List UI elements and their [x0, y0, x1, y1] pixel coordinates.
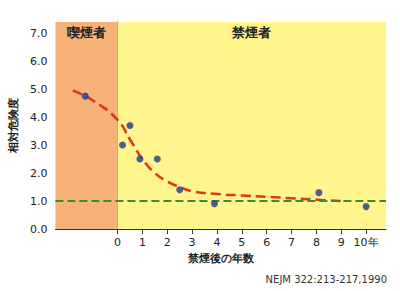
svg-text:相対危険度: 相対危険度 — [7, 98, 20, 154]
svg-text:4.0: 4.0 — [30, 111, 48, 124]
svg-text:禁煙後の年数: 禁煙後の年数 — [187, 252, 255, 265]
svg-text:0: 0 — [114, 236, 121, 249]
svg-text:2.0: 2.0 — [30, 167, 48, 180]
svg-text:2: 2 — [164, 236, 171, 249]
svg-text:4: 4 — [213, 236, 220, 249]
svg-text:喫煙者: 喫煙者 — [67, 25, 106, 40]
svg-text:禁煙者: 禁煙者 — [231, 25, 271, 40]
svg-text:3: 3 — [189, 236, 196, 249]
svg-text:5.0: 5.0 — [30, 83, 48, 96]
svg-text:10年: 10年 — [354, 236, 379, 249]
svg-text:1: 1 — [139, 236, 146, 249]
svg-text:1.0: 1.0 — [30, 195, 48, 208]
svg-text:7.0: 7.0 — [30, 27, 48, 40]
svg-text:5: 5 — [238, 236, 245, 249]
svg-text:6.0: 6.0 — [30, 55, 48, 68]
svg-text:0.0: 0.0 — [30, 223, 48, 236]
svg-text:7: 7 — [288, 236, 295, 249]
svg-text:3.0: 3.0 — [30, 139, 48, 152]
svg-text:NEJM 322:213-217,1990: NEJM 322:213-217,1990 — [266, 274, 387, 285]
svg-text:8: 8 — [313, 236, 320, 249]
svg-text:6: 6 — [263, 236, 270, 249]
svg-text:9: 9 — [338, 236, 345, 249]
